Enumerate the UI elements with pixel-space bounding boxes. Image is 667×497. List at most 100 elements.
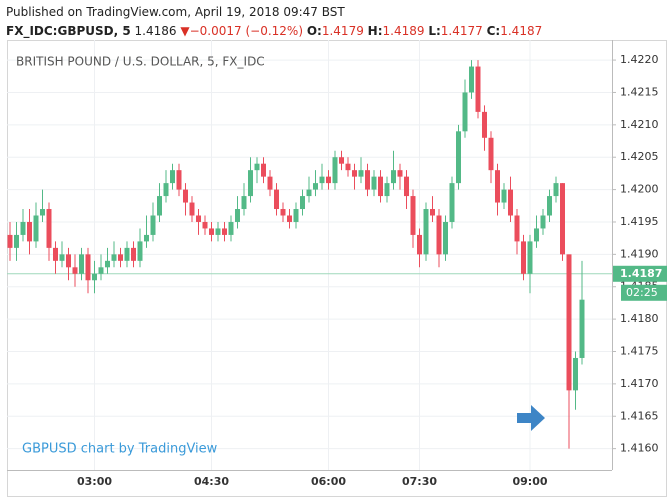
- candle-body: [313, 183, 318, 190]
- candle-body: [358, 170, 364, 177]
- candle-body: [248, 170, 253, 197]
- c-label: C:: [486, 24, 501, 38]
- l-value: 1.4177: [440, 24, 483, 38]
- l-label: L:: [428, 24, 441, 38]
- candle-body: [202, 221, 208, 229]
- y-tick-label: 1.4160: [620, 442, 659, 455]
- y-tick-label: 1.4175: [620, 344, 659, 357]
- candle-body: [540, 215, 546, 229]
- candle-body: [46, 209, 52, 248]
- header: Published on TradingView.com, April 19, …: [6, 3, 542, 41]
- candle-body: [157, 196, 162, 216]
- candle-body: [209, 228, 214, 235]
- candle-body: [33, 215, 39, 242]
- candle-body: [319, 176, 325, 184]
- candle-body: [176, 170, 182, 190]
- candle-body: [560, 183, 565, 255]
- candle-body: [261, 163, 266, 177]
- h-label: H:: [367, 24, 383, 38]
- c-value: 1.4187: [500, 24, 543, 38]
- candle-body: [423, 209, 429, 255]
- candle-body: [300, 196, 305, 210]
- change: −0.0017 (−0.12%): [189, 24, 304, 38]
- candle-body: [59, 254, 65, 261]
- candle-body: [196, 215, 201, 222]
- candle-body: [241, 196, 247, 210]
- candle-body: [222, 228, 227, 235]
- candle-body: [40, 209, 45, 216]
- x-tick-label: 09:00: [512, 475, 547, 488]
- candle-body: [228, 221, 234, 235]
- candle-body: [189, 202, 195, 216]
- x-tick-label: 04:30: [194, 475, 229, 488]
- candle-body: [449, 183, 455, 222]
- y-tick-label: 1.4165: [620, 409, 659, 422]
- candle-body: [534, 228, 539, 242]
- candle-body: [566, 254, 572, 391]
- candle-body: [345, 163, 351, 171]
- x-tick-label: 06:00: [311, 475, 346, 488]
- countdown-label: 02:25: [626, 286, 658, 299]
- candle-body: [53, 247, 58, 261]
- countdown-box: [621, 284, 667, 301]
- candle-body: [287, 215, 292, 222]
- candle-body: [215, 228, 221, 235]
- candle-body: [163, 183, 169, 197]
- candle-body: [79, 254, 84, 274]
- y-tick-label: 1.4180: [620, 312, 659, 325]
- candle-body: [371, 176, 377, 190]
- arrow-icon: [517, 405, 545, 431]
- last-price-label: 1.4187: [620, 267, 662, 280]
- published-line: Published on TradingView.com, April 19, …: [6, 5, 345, 19]
- x-tick-label: 07:30: [402, 475, 437, 488]
- candle-body: [469, 66, 474, 93]
- candle-body: [384, 183, 390, 197]
- y-tick-label: 1.4170: [620, 377, 659, 390]
- y-tick-label: 1.4220: [620, 53, 659, 66]
- candle-body: [170, 170, 175, 184]
- last-price-box: [613, 265, 667, 282]
- y-tick-label: 1.4195: [620, 215, 659, 228]
- candle-body: [98, 267, 104, 274]
- candle-body: [508, 189, 513, 216]
- candle-body: [293, 209, 299, 222]
- candle-body: [27, 221, 32, 242]
- candle-body: [391, 170, 396, 184]
- candle-body: [573, 357, 578, 391]
- candle-body: [105, 260, 110, 268]
- candle-body: [267, 176, 273, 190]
- candle-body: [306, 189, 312, 197]
- candle-body: [462, 92, 468, 132]
- symbol: FX_IDC:GBPUSD, 5: [6, 24, 131, 38]
- candle-body: [235, 209, 240, 222]
- candle-body: [417, 234, 422, 255]
- candle-body: [352, 170, 357, 177]
- candle-body: [111, 254, 117, 261]
- price: 1.4186: [134, 24, 177, 38]
- candle-body: [92, 273, 97, 281]
- y-tick-label: 1.4210: [620, 118, 659, 131]
- candle-body: [150, 215, 156, 235]
- candle-body: [410, 196, 416, 235]
- y-tick-label: 1.4200: [620, 183, 659, 196]
- candle-body: [547, 196, 552, 216]
- candle-body: [339, 157, 344, 164]
- watermark: GBPUSD chart by TradingView: [22, 442, 218, 457]
- candle-body: [72, 267, 78, 274]
- candle-body: [482, 111, 487, 138]
- candle-body: [495, 170, 500, 203]
- candle-body: [7, 234, 13, 248]
- candle-body: [475, 66, 481, 112]
- candle-body: [118, 254, 123, 261]
- candle-body: [404, 176, 409, 197]
- y-tick-label: 1.4215: [620, 85, 659, 98]
- candle-body: [66, 254, 71, 268]
- candle-body: [20, 221, 26, 235]
- candle-body: [579, 299, 585, 358]
- o-label: O:: [306, 24, 322, 38]
- candle-body: [131, 247, 136, 261]
- candle-body: [443, 221, 448, 255]
- candle-body: [553, 183, 559, 197]
